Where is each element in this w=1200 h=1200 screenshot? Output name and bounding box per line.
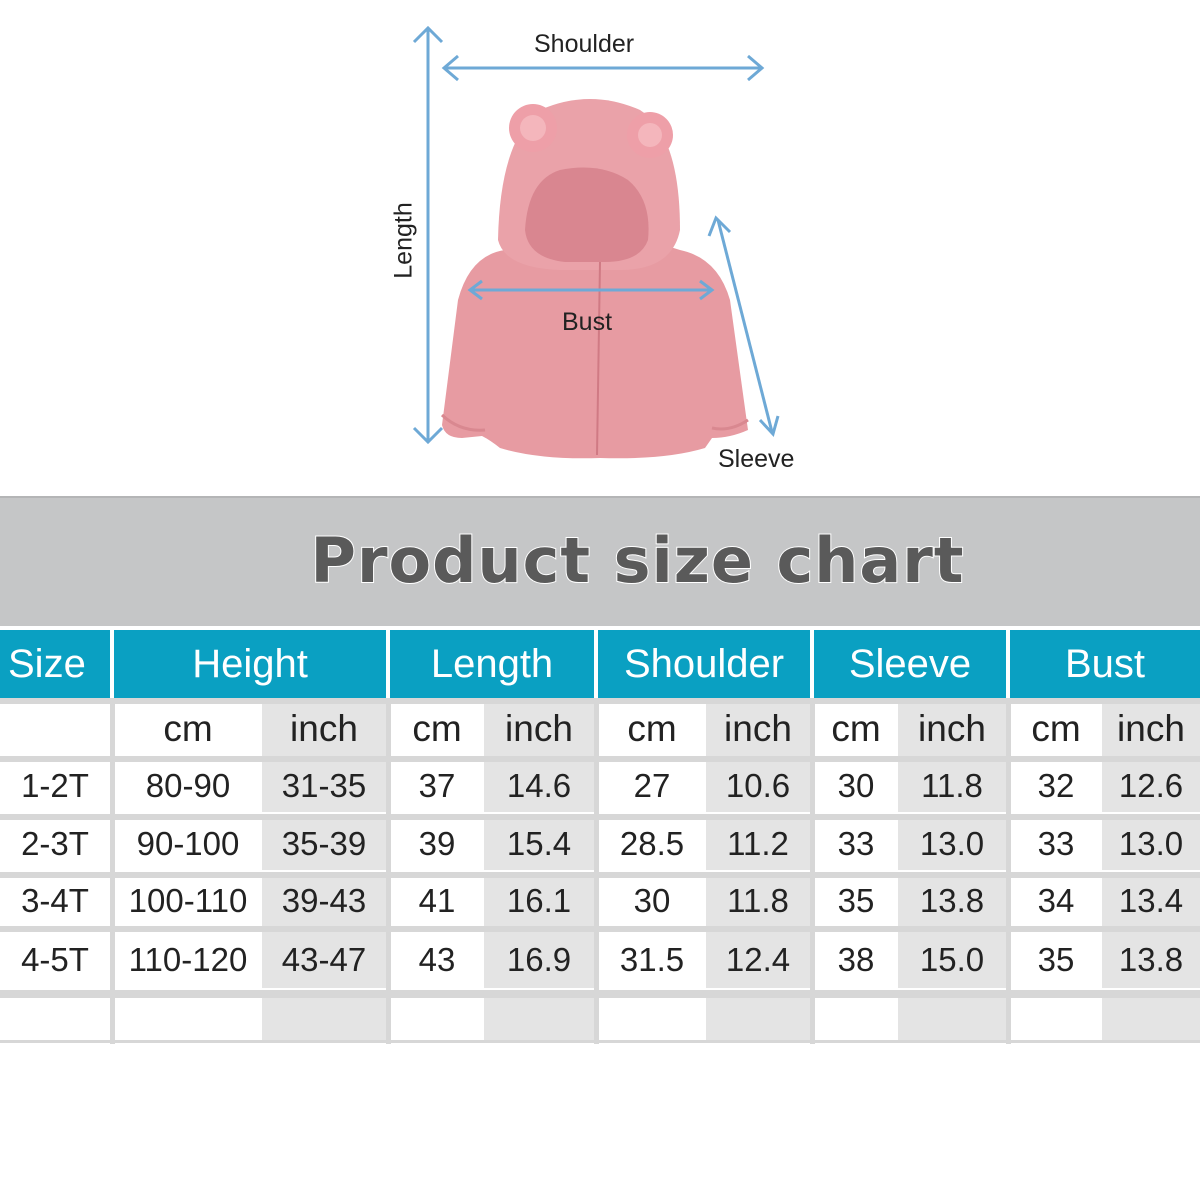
unit-cm: cm: [114, 702, 262, 756]
table-divider: [0, 1040, 1200, 1043]
table-cell-inch: 43-47: [262, 932, 386, 988]
table-cell-inch: 10.6: [706, 760, 810, 812]
unit-inch: inch: [1102, 702, 1200, 756]
table-divider: [0, 872, 1200, 878]
table-row-size: 4-5T: [0, 932, 110, 988]
table-cell-inch: 11.2: [706, 818, 810, 870]
table-cell-inch: 13.0: [1102, 818, 1200, 870]
table-column-divider: [386, 698, 391, 1044]
table-row-size: 2-3T: [0, 818, 110, 870]
unit-cm: cm: [390, 702, 484, 756]
hoodie-illustration: [412, 25, 780, 459]
header-size: Size: [0, 630, 110, 698]
unit-inch: inch: [706, 702, 810, 756]
table-cell-cm: 110-120: [114, 932, 262, 988]
size-chart-banner: Product size chart: [0, 496, 1200, 626]
table-cell-inch: 31-35: [262, 760, 386, 812]
shoulder-label: Shoulder: [534, 30, 635, 58]
page-title: Product size chart: [310, 523, 965, 598]
unit-inch: inch: [484, 702, 594, 756]
empty-cell-cm: [814, 998, 898, 1040]
table-row-size: 1-2T: [0, 760, 110, 812]
table-cell-cm: 39: [390, 818, 484, 870]
table-cell-cm: 100-110: [114, 876, 262, 926]
table-cell-inch: 16.1: [484, 876, 594, 926]
empty-cell-cm: [598, 998, 706, 1040]
table-cell-cm: 31.5: [598, 932, 706, 988]
table-cell-cm: 80-90: [114, 760, 262, 812]
bust-label: Bust: [562, 308, 613, 336]
table-cell-cm: 30: [598, 876, 706, 926]
empty-cell-cm: [114, 998, 262, 1040]
table-column-divider: [110, 698, 115, 1044]
table-cell-cm: 37: [390, 760, 484, 812]
empty-cell-cm: [390, 998, 484, 1040]
table-cell-inch: 13.8: [898, 876, 1006, 926]
bust-arrow-icon: [467, 279, 715, 301]
table-cell-cm: 34: [1010, 876, 1102, 926]
table-cell-cm: 30: [814, 760, 898, 812]
header-length: Length: [390, 630, 594, 698]
table-column-divider: [1006, 698, 1011, 1044]
sleeve-arrow-icon: [707, 215, 780, 437]
table-divider: [0, 698, 1200, 704]
table-cell-inch: 13.0: [898, 818, 1006, 870]
header-shoulder: Shoulder: [598, 630, 810, 698]
unit-inch: inch: [898, 702, 1006, 756]
empty-cell-cm: [1010, 998, 1102, 1040]
table-cell-inch: 14.6: [484, 760, 594, 812]
unit-cm: cm: [598, 702, 706, 756]
table-column-divider: [594, 698, 599, 1044]
table-cell-inch: 12.6: [1102, 760, 1200, 812]
empty-cell-inch: [262, 998, 386, 1040]
header-bust: Bust: [1010, 630, 1200, 698]
header-sleeve: Sleeve: [814, 630, 1006, 698]
table-cell-cm: 90-100: [114, 818, 262, 870]
table-cell-inch: 16.9: [484, 932, 594, 988]
table-cell-inch: 39-43: [262, 876, 386, 926]
table-cell-cm: 35: [1010, 932, 1102, 988]
table-divider: [0, 990, 1200, 998]
unit-inch: inch: [262, 702, 386, 756]
empty-cell-inch: [706, 998, 810, 1040]
table-row-size: 3-4T: [0, 876, 110, 926]
unit-cm: cm: [1010, 702, 1102, 756]
table-column-divider: [810, 698, 815, 1044]
table-cell-cm: 33: [1010, 818, 1102, 870]
empty-row-size: [0, 998, 110, 1040]
table-cell-cm: 27: [598, 760, 706, 812]
unit-cm: cm: [814, 702, 898, 756]
table-cell-cm: 43: [390, 932, 484, 988]
table-cell-cm: 28.5: [598, 818, 706, 870]
table-cell-cm: 33: [814, 818, 898, 870]
table-cell-inch: 13.8: [1102, 932, 1200, 988]
table-divider: [0, 756, 1200, 762]
table-cell-inch: 11.8: [898, 760, 1006, 812]
table-cell-cm: 41: [390, 876, 484, 926]
hoodie-icon: [440, 99, 749, 459]
empty-cell-inch: [898, 998, 1006, 1040]
unit-size-blank: [0, 702, 110, 756]
sleeve-label: Sleeve: [718, 445, 795, 473]
table-cell-inch: 11.8: [706, 876, 810, 926]
table-cell-cm: 38: [814, 932, 898, 988]
garment-measurement-diagram: Shoulder Bust Sleeve Length: [0, 0, 1200, 496]
table-cell-inch: 15.0: [898, 932, 1006, 988]
table-cell-cm: 32: [1010, 760, 1102, 812]
empty-cell-inch: [1102, 998, 1200, 1040]
length-label: Length: [389, 202, 418, 279]
empty-cell-inch: [484, 998, 594, 1040]
table-divider: [0, 814, 1200, 820]
table-cell-inch: 35-39: [262, 818, 386, 870]
table-cell-inch: 13.4: [1102, 876, 1200, 926]
shoulder-arrow-icon: [441, 54, 765, 82]
table-cell-cm: 35: [814, 876, 898, 926]
table-cell-inch: 15.4: [484, 818, 594, 870]
table-cell-inch: 12.4: [706, 932, 810, 988]
length-arrow-icon: [412, 25, 444, 445]
table-divider: [0, 926, 1200, 932]
header-height: Height: [114, 630, 386, 698]
